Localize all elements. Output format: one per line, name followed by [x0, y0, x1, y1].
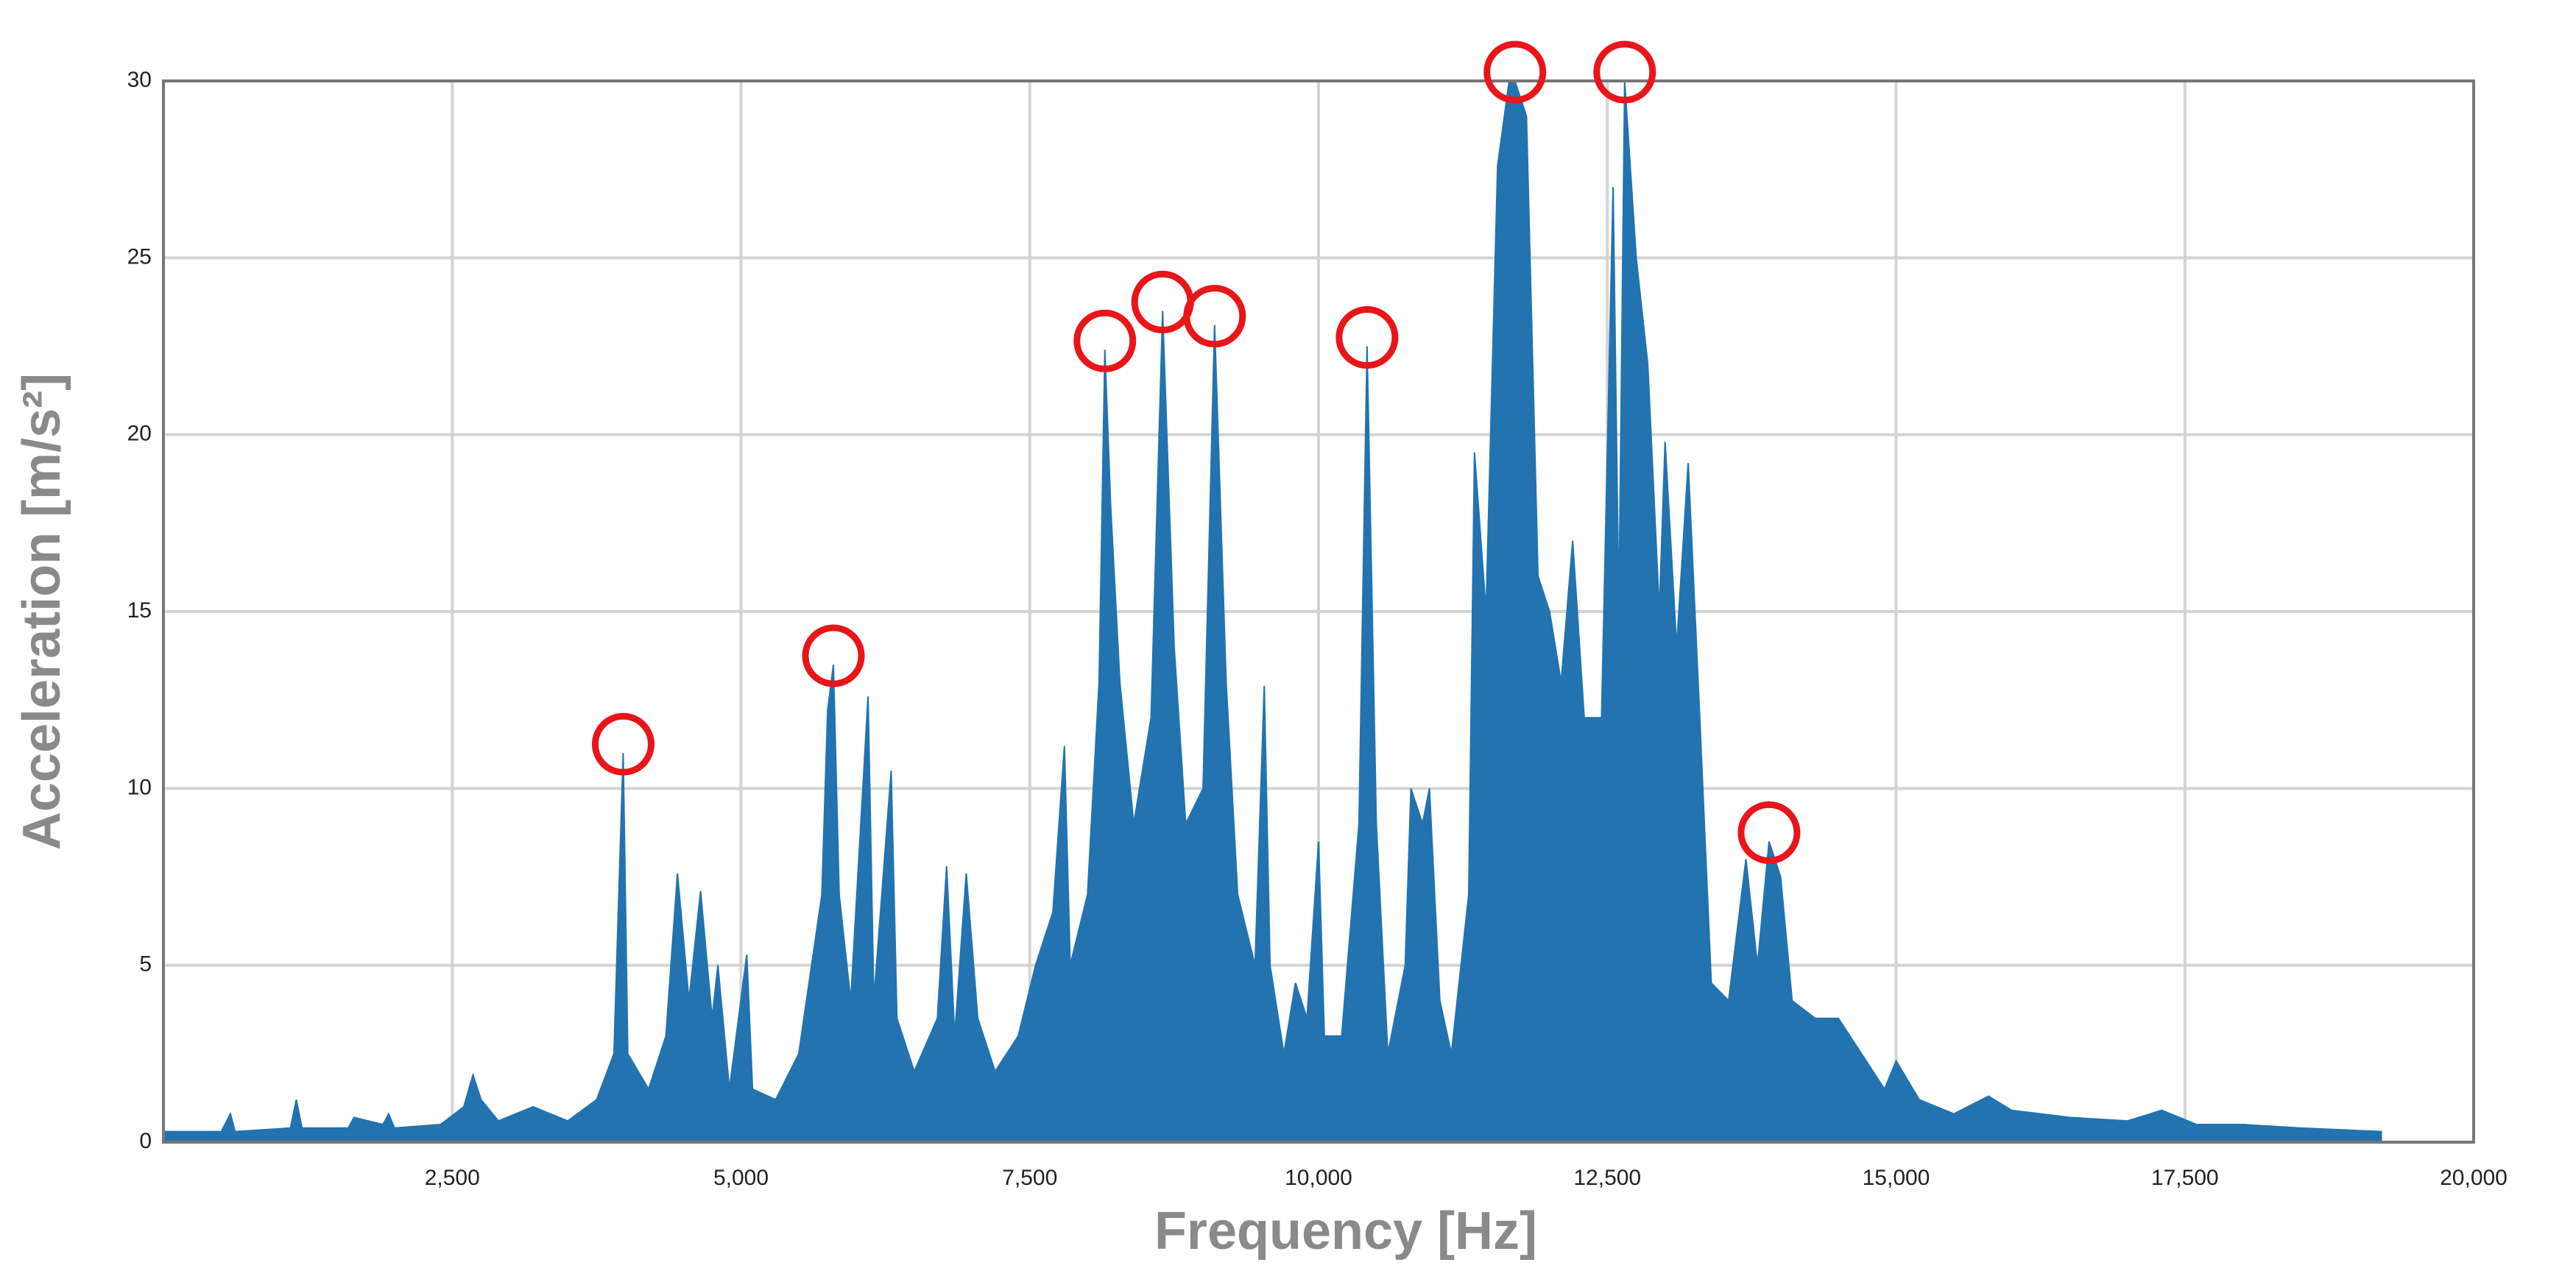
- x-tick-label: 15,000: [1863, 1166, 1930, 1190]
- peak-marker: [1483, 40, 1547, 104]
- y-axis-title: Acceleration [m/s²]: [13, 373, 71, 850]
- x-tick-label: 10,000: [1285, 1166, 1352, 1190]
- x-axis-title: Frequency [Hz]: [1154, 1202, 1537, 1261]
- x-tick-label: 7,500: [1002, 1166, 1057, 1190]
- plot-frame: [162, 79, 2475, 1144]
- peak-marker: [1335, 306, 1399, 369]
- x-tick-label: 20,000: [2440, 1166, 2508, 1190]
- y-tick-label: 0: [139, 1129, 152, 1153]
- y-tick-label: 15: [127, 598, 152, 623]
- peak-marker: [802, 624, 865, 687]
- y-tick-label: 10: [127, 775, 152, 799]
- peak-marker: [1073, 309, 1137, 372]
- y-tick-label: 20: [127, 422, 152, 446]
- y-tick-label: 30: [127, 68, 152, 92]
- x-tick-label: 5,000: [713, 1166, 769, 1190]
- peak-marker: [591, 712, 654, 776]
- y-tick-label: 5: [139, 952, 152, 977]
- peak-marker: [1183, 285, 1246, 348]
- y-tick-label: 25: [127, 244, 152, 269]
- x-tick-label: 12,500: [1573, 1166, 1641, 1190]
- peak-marker: [1593, 40, 1656, 104]
- spectrum-area: [163, 80, 2382, 1143]
- x-tick-label: 2,500: [425, 1166, 480, 1190]
- x-tick-label: 17,500: [2151, 1166, 2219, 1190]
- peak-marker: [1737, 801, 1801, 864]
